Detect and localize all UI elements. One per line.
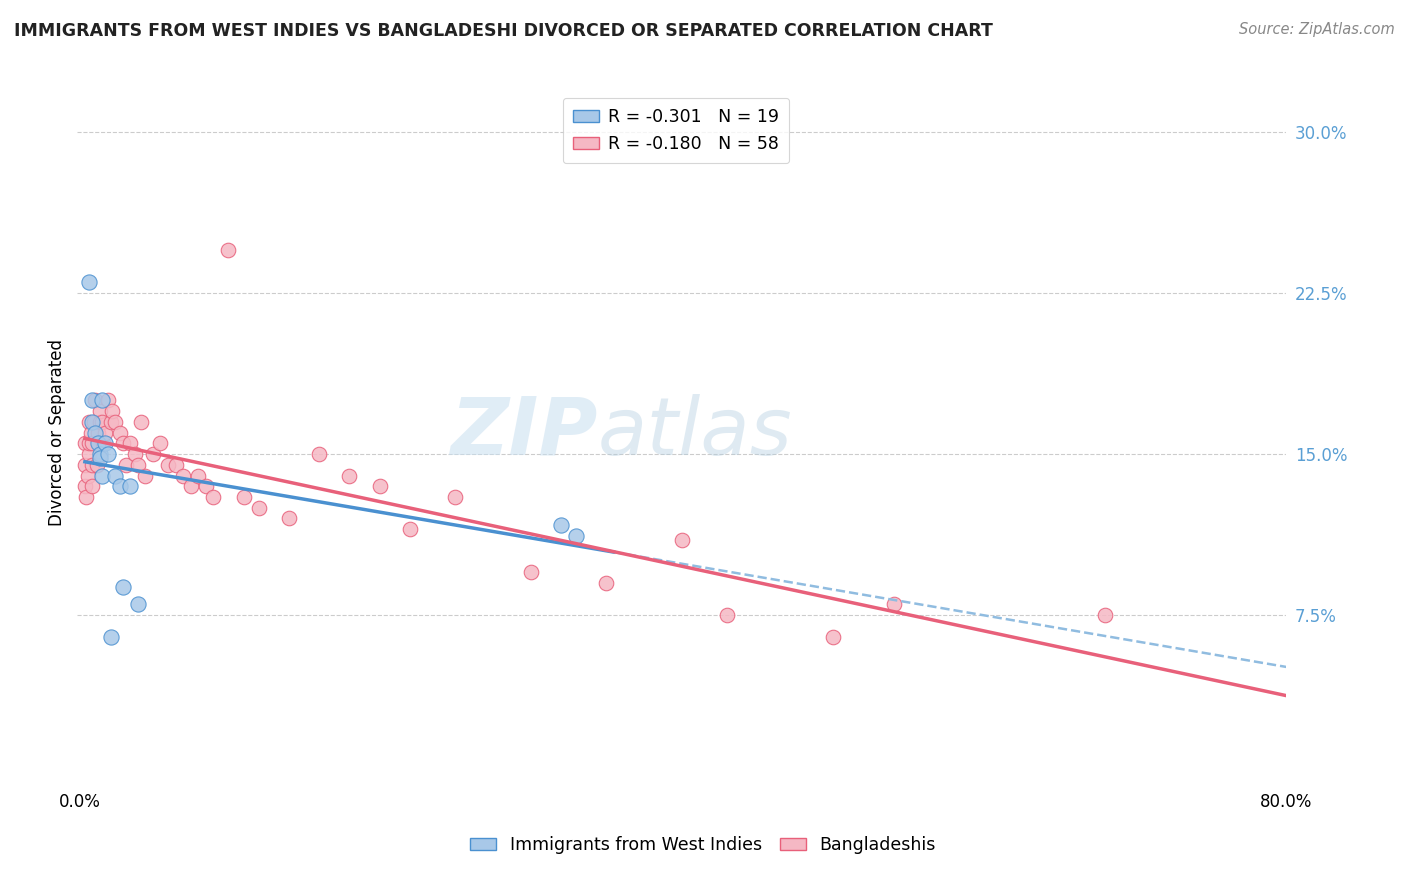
Point xyxy=(399,522,422,536)
Point xyxy=(79,447,101,461)
Point xyxy=(308,447,330,461)
Point xyxy=(86,458,108,472)
Point xyxy=(120,436,142,450)
Y-axis label: Divorced or Separated: Divorced or Separated xyxy=(48,339,66,526)
Point xyxy=(89,404,111,418)
Point xyxy=(90,415,112,429)
Point xyxy=(79,415,101,429)
Point xyxy=(218,243,240,257)
Point xyxy=(96,393,118,408)
Point xyxy=(90,393,112,408)
Text: atlas: atlas xyxy=(598,393,792,472)
Point xyxy=(73,458,96,472)
Text: Source: ZipAtlas.com: Source: ZipAtlas.com xyxy=(1239,22,1395,37)
Point xyxy=(82,393,104,408)
Point xyxy=(142,447,165,461)
Point xyxy=(202,490,225,504)
Point xyxy=(111,436,134,450)
Point xyxy=(87,436,110,450)
Point xyxy=(82,436,104,450)
Text: 0.0%: 0.0% xyxy=(59,793,101,811)
Point xyxy=(104,468,127,483)
Point xyxy=(104,415,127,429)
Point xyxy=(82,458,104,472)
Point xyxy=(108,479,131,493)
Point xyxy=(127,598,149,612)
Point xyxy=(82,415,104,429)
Point xyxy=(87,425,110,440)
Point xyxy=(172,468,194,483)
Text: ZIP: ZIP xyxy=(450,393,598,472)
Point xyxy=(79,436,101,450)
Text: IMMIGRANTS FROM WEST INDIES VS BANGLADESHI DIVORCED OR SEPARATED CORRELATION CHA: IMMIGRANTS FROM WEST INDIES VS BANGLADES… xyxy=(14,22,993,40)
Point xyxy=(91,436,114,450)
Point xyxy=(101,404,124,418)
Point xyxy=(194,479,217,493)
Point xyxy=(93,436,115,450)
Point xyxy=(180,479,202,493)
Point xyxy=(89,447,111,461)
Point xyxy=(96,447,118,461)
Legend: R = -0.301   N = 19, R = -0.180   N = 58: R = -0.301 N = 19, R = -0.180 N = 58 xyxy=(562,98,789,163)
Point xyxy=(79,276,101,290)
Point xyxy=(100,415,122,429)
Point xyxy=(111,580,134,594)
Point xyxy=(595,575,617,590)
Point xyxy=(120,479,142,493)
Point xyxy=(368,479,391,493)
Point xyxy=(124,447,146,461)
Point xyxy=(80,425,103,440)
Point xyxy=(108,425,131,440)
Point xyxy=(716,608,738,623)
Point xyxy=(89,451,111,466)
Point xyxy=(157,458,180,472)
Point xyxy=(165,458,187,472)
Point xyxy=(232,490,254,504)
Point xyxy=(129,415,152,429)
Point xyxy=(134,468,156,483)
Point xyxy=(671,533,693,547)
Point xyxy=(149,436,172,450)
Legend: Immigrants from West Indies, Bangladeshis: Immigrants from West Indies, Bangladeshi… xyxy=(463,830,943,861)
Point xyxy=(114,458,136,472)
Point xyxy=(444,490,467,504)
Point xyxy=(75,490,97,504)
Point xyxy=(73,436,96,450)
Point xyxy=(93,425,115,440)
Point xyxy=(550,517,572,532)
Point xyxy=(90,468,112,483)
Point xyxy=(100,630,122,644)
Point xyxy=(520,565,543,579)
Point xyxy=(127,458,149,472)
Point xyxy=(339,468,360,483)
Point xyxy=(883,598,905,612)
Point xyxy=(247,500,270,515)
Point xyxy=(823,630,845,644)
Point xyxy=(77,468,100,483)
Point xyxy=(89,415,111,429)
Point xyxy=(1094,608,1116,623)
Point xyxy=(73,479,96,493)
Point xyxy=(82,479,104,493)
Text: 80.0%: 80.0% xyxy=(1260,793,1313,811)
Point xyxy=(278,511,301,525)
Point xyxy=(84,425,107,440)
Point xyxy=(187,468,209,483)
Point xyxy=(84,393,107,408)
Point xyxy=(83,415,105,429)
Point xyxy=(565,528,588,542)
